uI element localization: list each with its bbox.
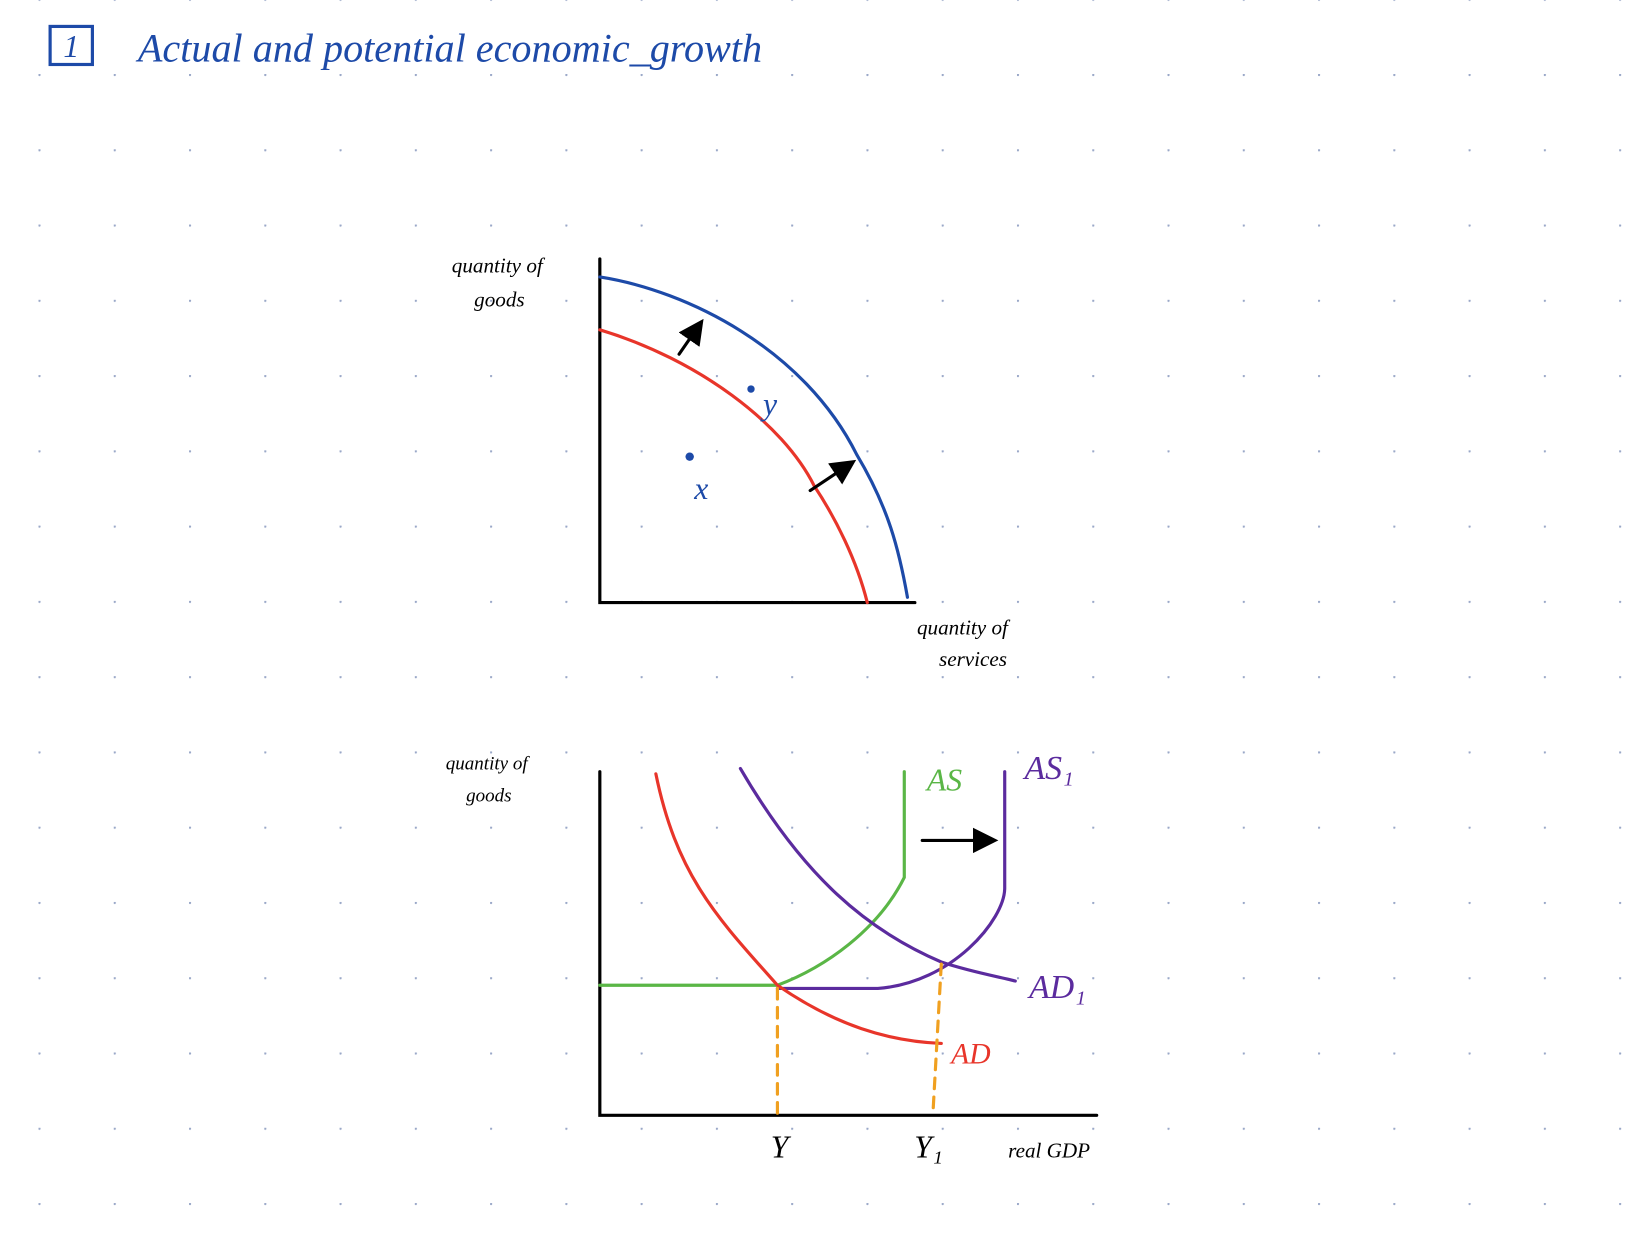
ad-curve [654, 772, 943, 1045]
y-axis-label: quantity of [452, 254, 546, 278]
point-y [747, 385, 755, 393]
x-axis-label: real GDP [1008, 1139, 1090, 1163]
ppf-new [598, 275, 910, 599]
x-mark-label: Y [771, 1130, 792, 1165]
shift-arrow [677, 318, 704, 356]
as-curve [598, 770, 906, 987]
section-title: Actual and potential economic_growth [135, 25, 762, 70]
y-axis-label: goods [466, 785, 511, 806]
ppf-diagram [598, 257, 917, 605]
number-box [48, 24, 94, 67]
ppf-old [598, 328, 869, 605]
axes [598, 257, 917, 605]
curve-label: AD₁ [1027, 969, 1086, 1006]
section-number: 1 [63, 29, 79, 64]
as1-curve [775, 770, 1007, 991]
point-label: y [760, 386, 778, 421]
guide-line [931, 962, 943, 1117]
ad-as-diagram [598, 766, 1099, 1117]
x-axis-label: services [939, 647, 1007, 671]
y-axis-label: quantity of [446, 754, 531, 775]
ad1-curve [738, 766, 1017, 983]
shift-arrow [808, 459, 857, 493]
curve-label: AD [949, 1038, 990, 1070]
axes [598, 770, 1099, 1117]
curve-label: AS [925, 763, 962, 798]
x-mark-label: Y₁ [914, 1130, 943, 1165]
curve-label: AS₁ [1022, 750, 1073, 787]
y-axis-label: goods [474, 288, 524, 312]
point-label: x [693, 471, 708, 506]
x-axis-label: quantity of [917, 615, 1011, 639]
point-x [685, 452, 694, 461]
